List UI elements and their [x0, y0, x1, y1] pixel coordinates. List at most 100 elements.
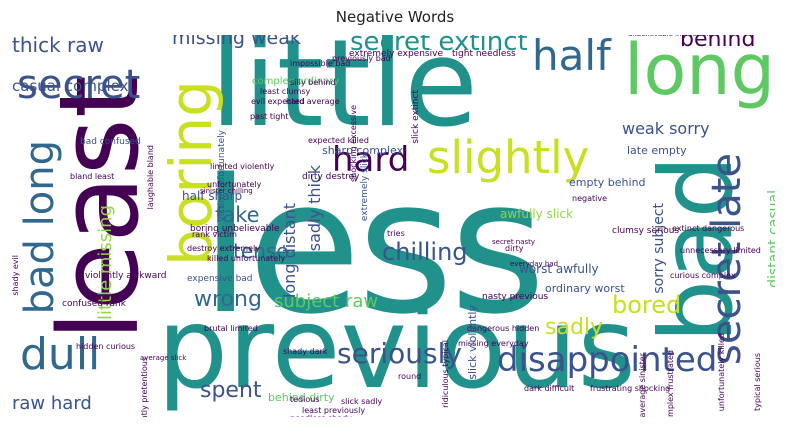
- word: ordinary worst: [545, 282, 625, 295]
- word: long: [624, 35, 775, 111]
- word: slightly: [427, 131, 590, 184]
- word: shady dark: [283, 347, 328, 356]
- word: sadly: [545, 315, 604, 340]
- word: slick extinct: [411, 90, 421, 144]
- word: negative: [572, 194, 607, 203]
- word: extremely slick: [360, 153, 370, 222]
- word: sorry subject: [651, 203, 667, 294]
- word: nasty previous: [482, 292, 549, 302]
- word: secret extinct: [350, 35, 528, 57]
- word: dark difficult: [524, 384, 575, 393]
- word: boring unbelievable: [190, 224, 280, 234]
- word: unbelievable impossible: [628, 35, 713, 38]
- word: tense: [233, 239, 289, 263]
- word: bland least: [70, 172, 115, 181]
- word: little: [210, 35, 478, 154]
- word: brutal limited: [204, 324, 258, 333]
- word: limited violently: [210, 162, 275, 171]
- word: laughable bland: [146, 145, 155, 210]
- word: killed unfortunately: [207, 254, 286, 263]
- word: missing weak: [172, 35, 301, 49]
- word: complex frustrated: [666, 350, 675, 417]
- word: round: [398, 372, 422, 381]
- word: rank victim: [192, 230, 237, 239]
- word: extinct dangerous: [672, 224, 745, 233]
- word: previous: [157, 284, 636, 414]
- word: violently awkward: [85, 271, 167, 281]
- word: confused rank: [62, 299, 126, 309]
- word: expected killed: [308, 136, 369, 145]
- word: seriously: [337, 337, 462, 370]
- word: missing everyday: [458, 339, 529, 348]
- word: tedious: [290, 395, 320, 404]
- word: secret nasty: [492, 238, 536, 246]
- word: distant casual: [766, 190, 775, 288]
- word: thick raw: [12, 35, 104, 57]
- word: sharp complex: [322, 144, 404, 157]
- chart-title: Negative Words: [335, 8, 455, 26]
- word: dull: [20, 329, 101, 380]
- word: ridiculous typical: [441, 340, 450, 408]
- word: everyday bad: [510, 260, 559, 268]
- word: awfully slick: [500, 207, 574, 221]
- word: disappointed: [497, 340, 718, 380]
- word: half sharp: [182, 189, 243, 203]
- word: casual complex: [12, 77, 129, 95]
- word: spent: [200, 378, 262, 403]
- word: raw hard: [12, 393, 92, 414]
- word: victim unfortunately: [217, 130, 227, 222]
- word: behind dirty: [268, 391, 335, 404]
- word: less: [200, 139, 546, 355]
- word: worst awfully: [519, 262, 599, 276]
- word: tries: [387, 229, 405, 238]
- word: dirty destroy: [302, 172, 360, 182]
- word: weak sorry: [622, 119, 710, 138]
- word: typical serious: [753, 353, 762, 411]
- word: evil expected: [251, 97, 305, 106]
- word: fake: [215, 203, 260, 227]
- word: impossible bad: [290, 59, 351, 68]
- word: destroy extremely: [187, 244, 260, 253]
- word: slick violently: [466, 305, 479, 380]
- word: long distant: [280, 203, 299, 299]
- word: slick sadly: [341, 397, 383, 406]
- word: shady evil: [12, 255, 20, 296]
- word: least previously: [302, 406, 366, 415]
- word: secret late: [704, 153, 750, 365]
- word: previously bad: [332, 54, 391, 63]
- word: shocking excessive: [349, 105, 358, 182]
- word: hidden curious: [76, 342, 136, 351]
- word: tight needless: [452, 49, 516, 59]
- word: half: [532, 35, 611, 80]
- word: slightly pretentious: [140, 357, 149, 417]
- word: behind: [680, 35, 756, 52]
- word: expensive bad: [187, 274, 253, 284]
- word: dirty: [505, 244, 524, 253]
- word: least clumsy: [260, 87, 311, 96]
- word: average slick: [140, 354, 187, 362]
- word: sinister chilling: [200, 187, 253, 195]
- word: past tight: [250, 112, 289, 121]
- word: needless shady: [290, 415, 352, 418]
- word: unfortunately: [207, 180, 262, 189]
- word: clumsy serious: [612, 226, 680, 236]
- word: complex ordinary: [252, 76, 340, 87]
- word: frustrating shocking: [590, 384, 671, 393]
- word: empty behind: [569, 176, 646, 189]
- word: secret: [17, 62, 141, 108]
- word: chilling: [382, 238, 468, 266]
- word: bored: [612, 291, 682, 319]
- word: bad long: [17, 140, 63, 315]
- word: bad confused: [80, 137, 141, 147]
- word: unnecessary limited: [680, 246, 761, 255]
- word: average sinister: [638, 353, 647, 417]
- word: subject raw: [274, 291, 379, 312]
- word: hard: [332, 140, 410, 180]
- word: silly behind: [290, 78, 336, 87]
- word-cloud: less previous little least bad long bori…: [12, 35, 775, 417]
- word: wrong: [194, 287, 262, 312]
- word: hard average: [286, 97, 340, 106]
- word: unfortunately killed: [717, 333, 726, 412]
- word: curious complex: [670, 271, 736, 280]
- word: late empty: [627, 144, 687, 157]
